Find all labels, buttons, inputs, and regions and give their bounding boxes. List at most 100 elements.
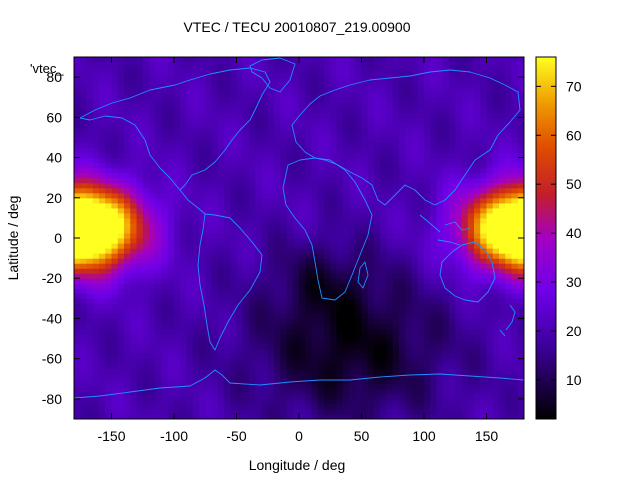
heatmap-cell: [230, 207, 238, 214]
heatmap-cell: [267, 393, 275, 400]
heatmap-cell: [167, 97, 175, 103]
heatmap-cell: [149, 343, 156, 350]
heatmap-cell: [330, 107, 338, 113]
heatmap-cell: [224, 338, 231, 345]
heatmap-cell: [392, 413, 400, 419]
heatmap-cell: [105, 373, 113, 380]
heatmap-cell: [330, 222, 338, 229]
heatmap-cell: [167, 338, 175, 345]
heatmap-cell: [349, 248, 356, 254]
heatmap-cell: [74, 328, 81, 335]
heatmap-cell: [467, 97, 475, 103]
heatmap-cell: [149, 217, 156, 224]
heatmap-cell: [499, 243, 506, 249]
heatmap-cell: [192, 67, 200, 73]
heatmap-cell: [136, 57, 144, 63]
heatmap-cell: [105, 127, 113, 134]
heatmap-cell: [505, 283, 513, 289]
heatmap-cell: [80, 122, 88, 128]
heatmap-cell: [124, 157, 131, 164]
heatmap-cell: [255, 182, 263, 189]
heatmap-cell: [149, 408, 156, 415]
heatmap-cell: [86, 378, 94, 385]
heatmap-cell: [317, 273, 325, 279]
heatmap-cell: [236, 253, 244, 259]
heatmap-cell: [105, 333, 113, 340]
heatmap-cell: [261, 348, 269, 355]
heatmap-cell: [249, 398, 256, 405]
heatmap-cell: [236, 222, 244, 229]
heatmap-cell: [274, 212, 281, 219]
heatmap-cell: [255, 207, 263, 214]
heatmap-cell: [211, 353, 219, 360]
heatmap-cell: [124, 102, 131, 108]
heatmap-cell: [380, 157, 388, 164]
heatmap-cell: [355, 253, 363, 259]
heatmap-cell: [305, 338, 313, 345]
heatmap-cell: [161, 192, 169, 199]
heatmap-cell: [242, 238, 250, 244]
heatmap-cell: [186, 393, 194, 400]
heatmap-cell: [499, 263, 506, 269]
heatmap-cell: [355, 393, 363, 400]
heatmap-cell: [392, 182, 400, 189]
heatmap-cell: [442, 117, 450, 123]
heatmap-cell: [405, 107, 413, 113]
heatmap-cell: [174, 227, 181, 234]
heatmap-cell: [299, 222, 306, 229]
heatmap-cell: [305, 348, 313, 355]
heatmap-cell: [111, 383, 119, 390]
heatmap-cell: [380, 308, 388, 315]
heatmap-cell: [492, 358, 500, 365]
heatmap-cell: [305, 92, 313, 98]
heatmap-cell: [317, 77, 325, 83]
heatmap-cell: [186, 197, 194, 204]
heatmap-cell: [417, 383, 425, 390]
heatmap-cell: [342, 258, 350, 264]
heatmap-cell: [386, 92, 394, 98]
heatmap-cell: [386, 127, 394, 134]
heatmap-cell: [292, 348, 300, 355]
heatmap-cell: [267, 97, 275, 103]
heatmap-cell: [274, 62, 281, 68]
heatmap-cell: [342, 408, 350, 415]
heatmap-cell: [349, 323, 356, 330]
heatmap-cell: [249, 137, 256, 144]
heatmap-cell: [342, 268, 350, 274]
heatmap-cell: [186, 368, 194, 375]
heatmap-cell: [117, 57, 125, 63]
heatmap-cell: [74, 217, 81, 224]
heatmap-cell: [86, 157, 94, 164]
heatmap-cell: [392, 232, 400, 239]
heatmap-cell: [430, 137, 438, 144]
heatmap-cell: [142, 308, 150, 315]
heatmap-cell: [205, 152, 213, 159]
heatmap-cell: [255, 308, 263, 315]
heatmap-cell: [167, 182, 175, 189]
heatmap-cell: [236, 87, 244, 93]
heatmap-cell: [380, 368, 388, 375]
heatmap-cell: [274, 383, 281, 390]
heatmap-cell: [330, 358, 338, 365]
heatmap-cell: [192, 167, 200, 174]
heatmap-cell: [455, 167, 463, 174]
heatmap-cell: [324, 147, 331, 154]
heatmap-cell: [267, 343, 275, 350]
heatmap-cell: [211, 77, 219, 83]
heatmap-cell: [411, 157, 419, 164]
heatmap-cell: [467, 102, 475, 108]
heatmap-cell: [424, 323, 431, 330]
heatmap-cell: [274, 162, 281, 169]
heatmap-cell: [474, 107, 481, 113]
heatmap-cell: [99, 348, 106, 355]
heatmap-cell: [449, 318, 456, 325]
heatmap-cell: [167, 293, 175, 299]
heatmap-cell: [211, 413, 219, 419]
heatmap-cell: [111, 398, 119, 405]
heatmap-cell: [405, 72, 413, 78]
heatmap-cell: [124, 328, 131, 335]
heatmap-cell: [480, 212, 488, 219]
heatmap-cell: [92, 72, 100, 78]
heatmap-cell: [124, 112, 131, 118]
heatmap-cell: [255, 303, 263, 309]
